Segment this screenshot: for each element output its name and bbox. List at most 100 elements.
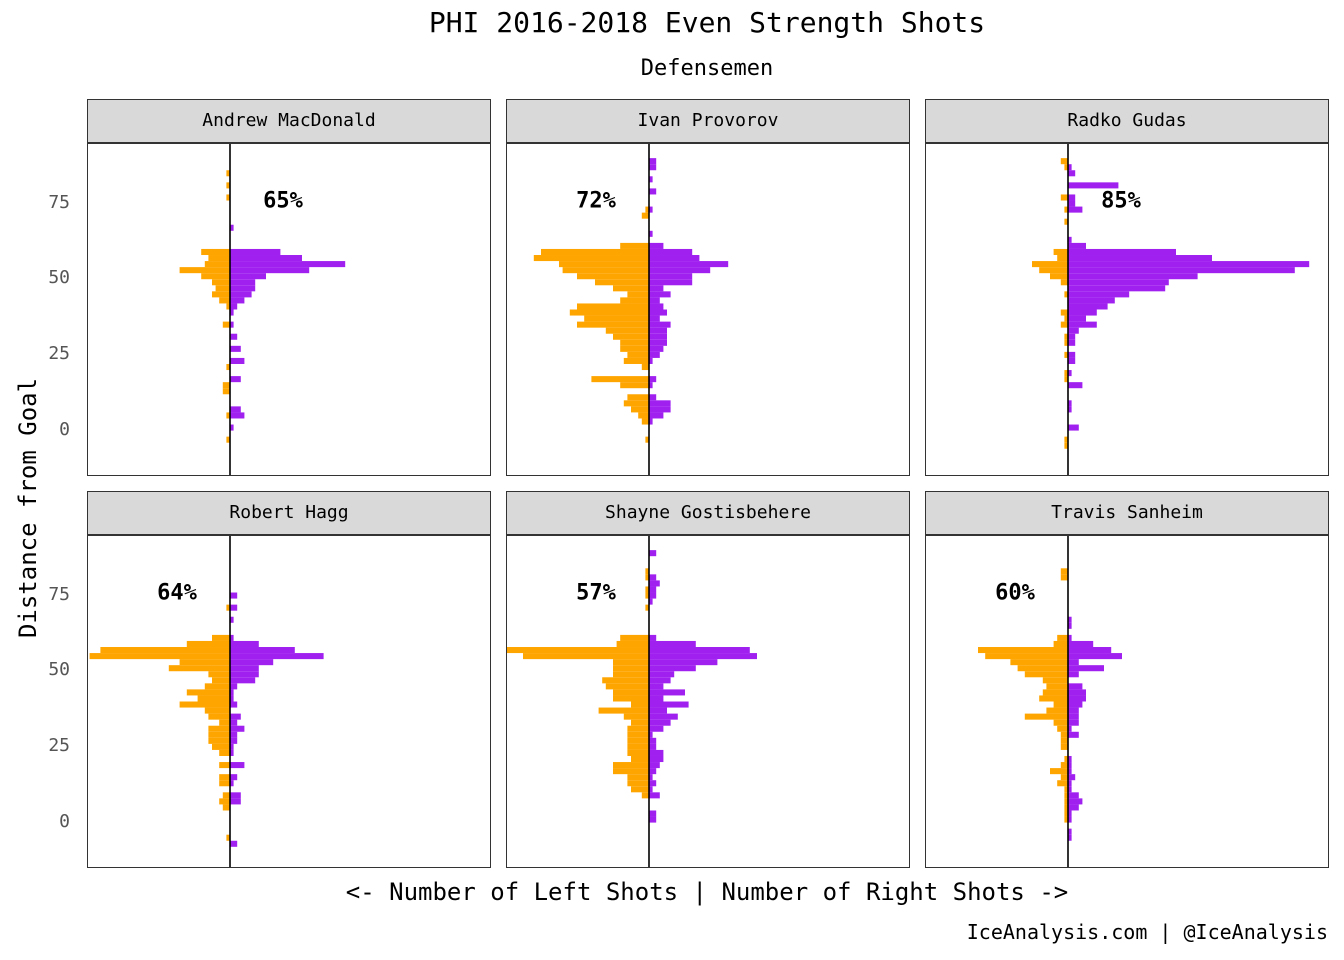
left-shots-bar	[598, 707, 649, 714]
right-shots-bar	[649, 327, 667, 334]
right-shots-bar	[230, 671, 259, 678]
right-shots-bar	[1068, 634, 1072, 641]
right-shots-bar	[649, 689, 685, 696]
facet-strip-label: Radko Gudas	[925, 99, 1329, 143]
left-shots-bar	[627, 725, 649, 732]
left-shots-bar	[523, 653, 649, 660]
left-shots-bar	[1060, 321, 1068, 328]
right-shots-bar	[649, 345, 664, 352]
right-shots-bar	[649, 315, 660, 322]
left-shots-bar	[627, 351, 649, 358]
right-shots-bar	[1068, 406, 1072, 413]
facet-plot-area: 65%	[87, 143, 491, 476]
left-shots-bar	[212, 677, 230, 684]
right-shots-bar	[649, 351, 660, 358]
left-shots-bar	[1053, 248, 1068, 256]
right-shots-bar	[1068, 370, 1072, 377]
left-shots-bar	[627, 774, 649, 781]
right-shots-bar	[649, 725, 664, 732]
right-shots-bar	[649, 762, 660, 769]
right-shot-percentage-label: 60%	[995, 581, 1035, 606]
left-shots-bar	[1042, 677, 1068, 684]
left-shots-bar	[219, 749, 230, 756]
facet-svg: 85%	[925, 143, 1329, 476]
right-shots-bar	[649, 164, 657, 171]
right-shots-bar	[1068, 333, 1076, 340]
facet-plot-area: 64%	[87, 535, 491, 868]
left-shots-bar	[627, 291, 649, 298]
right-shots-bar	[649, 792, 660, 799]
right-shots-bar	[1068, 194, 1076, 201]
left-shots-bar	[1032, 261, 1068, 268]
left-shots-bar	[978, 647, 1068, 654]
left-shots-bar	[613, 659, 649, 666]
left-shots-bar	[645, 586, 649, 593]
right-shots-bar	[649, 780, 657, 787]
left-shots-bar	[226, 182, 230, 189]
right-shots-bar	[230, 273, 266, 280]
right-shots-bar	[1068, 382, 1083, 389]
right-shots-bar	[1068, 297, 1115, 304]
left-shots-bar	[1060, 158, 1068, 165]
right-shots-bar	[649, 786, 653, 793]
right-shots-bar	[1068, 780, 1072, 787]
left-shots-bar	[1064, 442, 1068, 449]
right-shots-bar	[230, 297, 245, 304]
left-shots-bar	[219, 297, 230, 304]
y-tick-label: 75	[48, 583, 70, 605]
left-shots-bar	[197, 695, 230, 702]
left-shots-bar	[1064, 333, 1068, 340]
right-shots-bar	[649, 731, 653, 738]
left-shots-bar	[1017, 665, 1068, 672]
right-shots-bar	[230, 604, 238, 611]
right-shots-bar	[649, 574, 657, 581]
right-shots-bar	[230, 333, 238, 340]
left-shots-bar	[1060, 309, 1068, 316]
left-shots-bar	[613, 333, 649, 340]
right-shots-bar	[649, 309, 667, 316]
right-shots-bar	[230, 713, 241, 720]
right-shots-bar	[1068, 665, 1104, 672]
right-shots-bar	[230, 303, 238, 310]
source-caption: IceAnalysis.com | @IceAnalysis	[966, 920, 1328, 944]
left-shots-bar	[541, 248, 649, 256]
right-shots-bar	[649, 810, 657, 817]
right-shots-bar	[649, 206, 653, 213]
panel-border	[925, 143, 1329, 476]
left-shots-bar	[627, 749, 649, 756]
left-shots-bar	[605, 683, 649, 690]
left-shots-bar	[208, 713, 230, 720]
left-shots-bar	[1064, 816, 1068, 823]
left-shots-bar	[620, 634, 649, 641]
right-shots-bar	[649, 634, 657, 641]
left-shots-bar	[1060, 731, 1068, 738]
right-shots-bar	[649, 768, 657, 775]
right-shots-bar	[1068, 719, 1079, 726]
right-shots-bar	[230, 737, 238, 744]
left-shots-bar	[645, 604, 649, 611]
right-shots-bar	[649, 671, 675, 678]
right-shots-bar	[1068, 713, 1079, 720]
left-shots-bar	[562, 267, 649, 274]
left-shots-bar	[613, 768, 649, 775]
left-shots-bar	[1064, 206, 1068, 213]
left-shots-bar	[533, 255, 649, 262]
right-shots-bar	[230, 248, 281, 256]
left-shots-bar	[641, 418, 649, 425]
right-shots-bar	[1068, 400, 1072, 407]
left-shots-bar	[1064, 804, 1068, 811]
right-shots-bar	[230, 309, 234, 316]
right-shots-bar	[649, 261, 729, 268]
left-shots-bar	[613, 695, 649, 702]
right-shots-bar	[649, 242, 664, 249]
left-shots-bar	[1060, 737, 1068, 744]
left-shots-bar	[613, 762, 649, 769]
right-shots-bar	[230, 345, 241, 352]
right-shots-bar	[649, 267, 711, 274]
right-shots-bar	[230, 798, 241, 805]
right-shots-bar	[1068, 303, 1108, 310]
left-shots-bar	[631, 786, 649, 793]
right-shots-bar	[649, 755, 664, 763]
right-shots-bar	[1068, 321, 1097, 328]
right-shots-bar	[1068, 731, 1079, 738]
